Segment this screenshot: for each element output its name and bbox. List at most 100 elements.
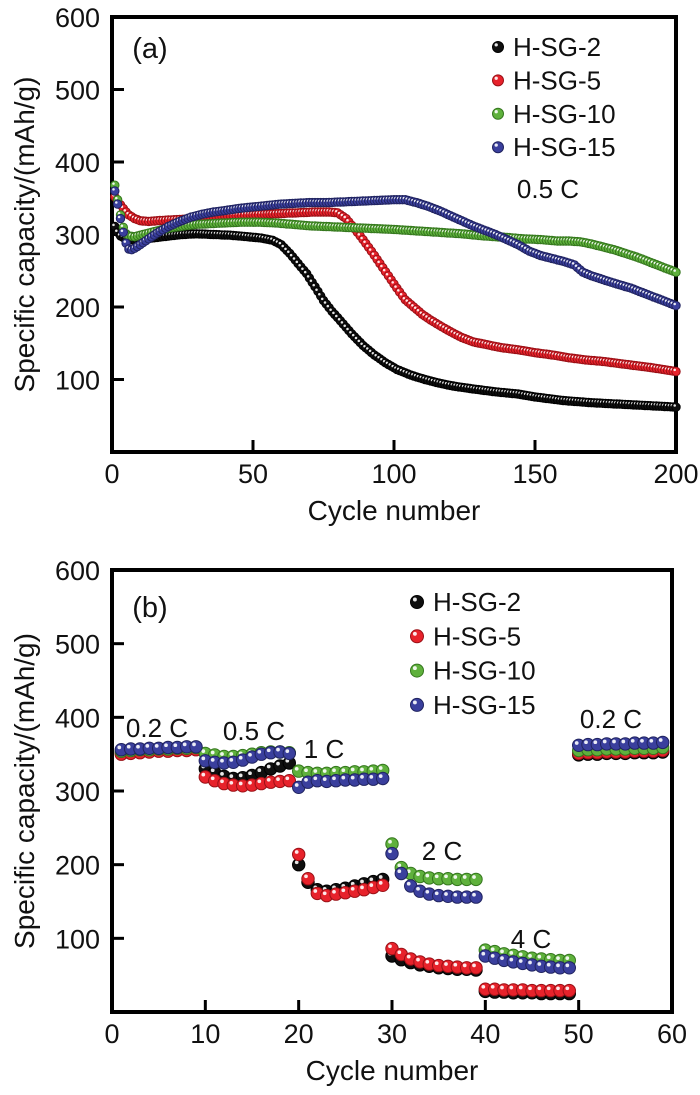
legend-label: H-SG-10 xyxy=(433,656,536,686)
data-point-highlight xyxy=(320,297,324,301)
data-point-highlight xyxy=(292,257,296,260)
y-axis-title: Specific capacity/(mAh/g) xyxy=(9,633,40,949)
data-point xyxy=(410,663,424,678)
data-point-highlight xyxy=(363,240,366,244)
data-point-highlight xyxy=(112,182,115,185)
data-point-highlight xyxy=(284,247,287,251)
data-point xyxy=(292,847,306,862)
data-point-highlight xyxy=(112,223,115,227)
y-tick-label: 500 xyxy=(55,630,100,660)
data-point xyxy=(376,771,390,786)
data-point-highlight xyxy=(285,749,290,753)
legend-label: H-SG-10 xyxy=(513,99,616,129)
rate-annotation: 0.5 C xyxy=(517,174,579,204)
data-point-highlight xyxy=(123,240,127,243)
data-point-highlight xyxy=(313,889,318,893)
data-point-highlight xyxy=(402,296,406,300)
data-point xyxy=(469,872,483,887)
series-H-SG-2 xyxy=(110,221,681,412)
data-point-highlight xyxy=(577,266,581,270)
y-tick-label: 400 xyxy=(55,148,100,178)
x-axis-title: Cycle number xyxy=(306,1055,479,1086)
data-point-highlight xyxy=(360,775,364,779)
series-H-SG-15 xyxy=(110,186,681,311)
data-point-highlight xyxy=(210,768,215,773)
data-point-highlight xyxy=(294,783,299,787)
data-point-highlight xyxy=(192,742,196,747)
data-point-highlight xyxy=(413,306,417,310)
data-point-highlight xyxy=(399,293,403,296)
data-point-highlight xyxy=(368,349,372,353)
x-tick-label: 150 xyxy=(512,459,557,489)
legend-item-H-SG-2: H-SG-2 xyxy=(492,32,601,62)
data-point-highlight xyxy=(472,875,476,879)
panel-b: 0 10 20 30 40 50 60 100 200 300 400 500 600 Cycle num… xyxy=(9,556,687,1086)
data-point-highlight xyxy=(378,766,383,770)
series-H-SG-2 xyxy=(114,741,670,1001)
data-point-highlight xyxy=(412,631,417,636)
data-point-highlight xyxy=(248,771,252,776)
data-point-highlight xyxy=(123,209,127,212)
data-point-highlight xyxy=(210,758,215,762)
data-point-highlight xyxy=(112,188,115,191)
data-point-highlight xyxy=(621,739,626,744)
legend-label: H-SG-5 xyxy=(513,65,601,95)
data-point-highlight xyxy=(248,752,252,757)
legend-label: H-SG-15 xyxy=(513,132,616,162)
data-point-highlight xyxy=(301,267,304,270)
data-point xyxy=(376,878,390,892)
data-point-highlight xyxy=(518,952,523,957)
data-point xyxy=(410,595,424,609)
data-point-highlight xyxy=(640,738,644,743)
data-point xyxy=(671,300,681,311)
data-point-highlight xyxy=(537,986,542,991)
data-point-highlight xyxy=(346,327,349,331)
data-point-highlight xyxy=(115,229,118,232)
series-H-SG-15 xyxy=(114,735,670,975)
data-point-highlight xyxy=(278,241,282,245)
x-tick-label: 30 xyxy=(377,1019,407,1049)
data-point-highlight xyxy=(229,780,234,785)
data-point-highlight xyxy=(453,875,458,879)
data-point-highlight xyxy=(266,764,271,769)
rate-annotation: 0.2 C xyxy=(580,704,642,734)
data-point-highlight xyxy=(369,766,374,771)
x-tick-label: 10 xyxy=(190,1019,220,1049)
data-point-highlight xyxy=(182,742,187,747)
data-point-highlight xyxy=(411,304,414,307)
data-point-highlight xyxy=(425,889,430,894)
data-point xyxy=(562,961,576,975)
data-point-highlight xyxy=(281,244,284,248)
data-point-highlight xyxy=(257,768,262,773)
data-point-highlight xyxy=(238,773,243,778)
data-point-highlight xyxy=(120,224,124,227)
data-point-highlight xyxy=(388,839,392,844)
axes-a: 0 50 100 150 200 100 200 300 400 500 600 Cycle numb… xyxy=(9,3,699,526)
legend-item-H-SG-15: H-SG-15 xyxy=(492,132,616,162)
data-point-highlight xyxy=(313,776,318,781)
data-point-highlight xyxy=(363,344,366,348)
data-point-highlight xyxy=(360,236,363,240)
data-point-highlight xyxy=(462,963,467,968)
data-point-highlight xyxy=(369,775,374,779)
data-point-highlight xyxy=(658,738,663,742)
data-point-highlight xyxy=(444,962,448,966)
data-point-highlight xyxy=(210,750,215,755)
data-point-highlight xyxy=(337,317,341,321)
data-point-highlight xyxy=(388,277,392,280)
panel-label: (b) xyxy=(132,592,167,624)
legend-item-H-SG-5: H-SG-5 xyxy=(492,65,601,95)
data-point-highlight xyxy=(416,957,420,962)
data-point-highlight xyxy=(518,959,523,963)
data-point xyxy=(492,107,504,120)
data-point-highlight xyxy=(565,986,570,991)
legend-b: H-SG-2 H-SG-5 H-SG-10 H-SG-15 xyxy=(410,587,536,720)
data-point-highlight xyxy=(341,768,346,773)
data-point-highlight xyxy=(391,281,394,284)
data-point-highlight xyxy=(318,293,321,296)
data-point-highlight xyxy=(220,752,224,756)
data-point-highlight xyxy=(397,863,402,868)
data-point-highlight xyxy=(453,892,458,897)
data-point-highlight xyxy=(556,956,560,960)
